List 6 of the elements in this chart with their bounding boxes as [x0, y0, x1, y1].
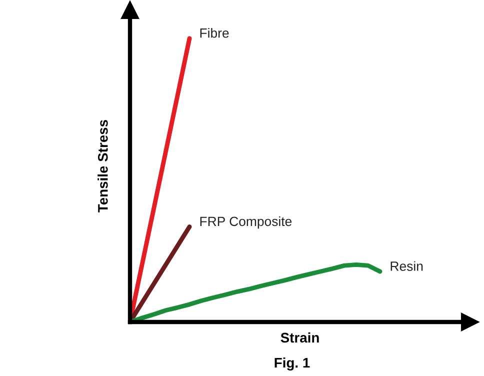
caption: Fig. 1	[274, 357, 310, 371]
series-label: Fibre	[200, 28, 229, 38]
y-axis-title: Tensile Stress	[98, 120, 108, 212]
x-axis-title: Strain	[280, 332, 319, 343]
series-label: FRP Composite	[200, 216, 292, 229]
series-label: Resin	[390, 261, 423, 271]
